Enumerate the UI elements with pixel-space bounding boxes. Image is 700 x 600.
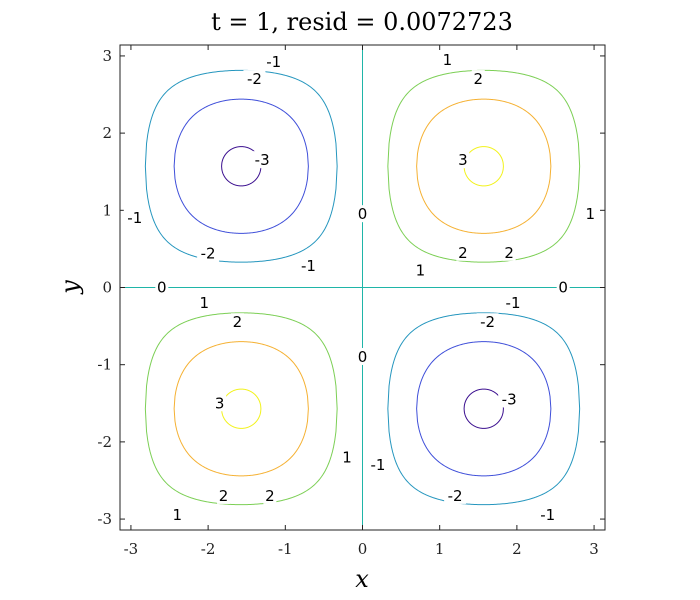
contour-line-level--1-q0 [144,69,338,263]
contour-label-bg [536,506,559,524]
contour-label: 0 [157,279,167,297]
contour-label-bg [263,486,277,504]
contour-label-bg [444,486,467,504]
contour-label-bg [230,313,244,331]
contour-label-bg [123,209,146,227]
contour-label: 0 [358,348,368,366]
contour-label-bg [356,205,369,223]
contour-label: 2 [265,487,275,505]
contour-label: -1 [266,53,281,71]
contour-label: -2 [448,487,463,505]
contour-label-bg [170,506,184,524]
y-tick-label: 2 [102,124,112,142]
contour-label: 0 [558,279,568,297]
contour-label: 2 [458,244,468,262]
contour-label: 0 [358,205,368,223]
contour-label: -3 [502,390,517,408]
contour-label-bg [340,448,354,466]
contour-label: 1 [199,294,209,312]
contour-label: -2 [247,70,262,88]
y-tick-label: 0 [102,279,112,297]
contour-label-bg [476,313,499,331]
contour-line-level--2-q0 [173,98,309,234]
x-tick-label: 1 [435,540,445,558]
contour-label: 2 [504,244,514,262]
y-axis-label: y [56,280,84,295]
contour-label-bg [502,293,525,311]
contour-label: 3 [215,394,225,412]
contour-label-bg [197,244,220,262]
contour-label-bg [262,53,285,71]
contour-label: 2 [219,487,229,505]
y-tick-label: -1 [97,356,112,374]
contour-label-bg [471,70,485,88]
contour-label-bg [583,205,597,223]
contour-label: 1 [585,205,595,223]
chart-title: t = 1, resid = 0.0072723 [211,8,513,36]
y-tick-label: 3 [102,47,112,65]
contour-line-level-2-q1 [173,341,309,477]
contour-label: -1 [127,209,142,227]
contour-label-bg [456,151,470,169]
contour-label-bg [556,278,570,296]
contour-label: -1 [301,257,316,275]
contour-label-bg [366,456,389,474]
contour-label-bg [456,243,470,261]
contour-line-level-3-q0 [463,146,504,187]
contour-label: -1 [540,506,555,524]
x-axis-label: x [355,565,369,593]
contour-label-bg [413,261,427,279]
contour-label: 2 [233,313,243,331]
contour-label-bg [356,347,369,365]
contour-label: 3 [458,151,468,169]
contour-line-level--2-q1 [416,341,552,477]
y-tick-label: -3 [97,510,112,528]
contour-label-bg [502,243,516,261]
y-tick-label: -2 [97,433,112,451]
contour-label: 1 [443,51,453,69]
contour-line-level-2-q0 [416,98,552,234]
contour-label-bg [217,486,231,504]
contour-label-bg [297,256,320,274]
contour-label: -2 [480,313,495,331]
x-tick-label: -3 [124,540,139,558]
contour-label-bg [197,293,211,311]
x-tick-label: 3 [589,540,599,558]
contour-label: -1 [506,294,521,312]
y-tick-label: 1 [102,201,112,219]
x-tick-label: -1 [278,540,293,558]
contour-label: 1 [172,506,182,524]
contour-label-bg [243,70,266,88]
x-tick-label: 2 [512,540,522,558]
contour-line-level-1-q0 [387,69,581,263]
contour-line-level--3-q0 [221,146,262,187]
x-tick-label: -2 [201,540,216,558]
contour-label-bg [440,50,454,68]
contour-label: -2 [201,245,216,263]
contour-label: 1 [342,448,352,466]
contour-label-bg [251,151,274,169]
contour-label-bg [213,394,227,412]
x-tick-label: 0 [358,540,368,558]
contour-line-level--3-q1 [463,388,504,429]
contour-label: 1 [416,262,426,280]
contour-label: 2 [474,70,484,88]
contour-label-bg [498,390,521,408]
contour-lines [120,45,605,530]
contour-label: -1 [370,456,385,474]
contour-label-bg [155,278,169,296]
contour-label: -3 [255,151,270,169]
